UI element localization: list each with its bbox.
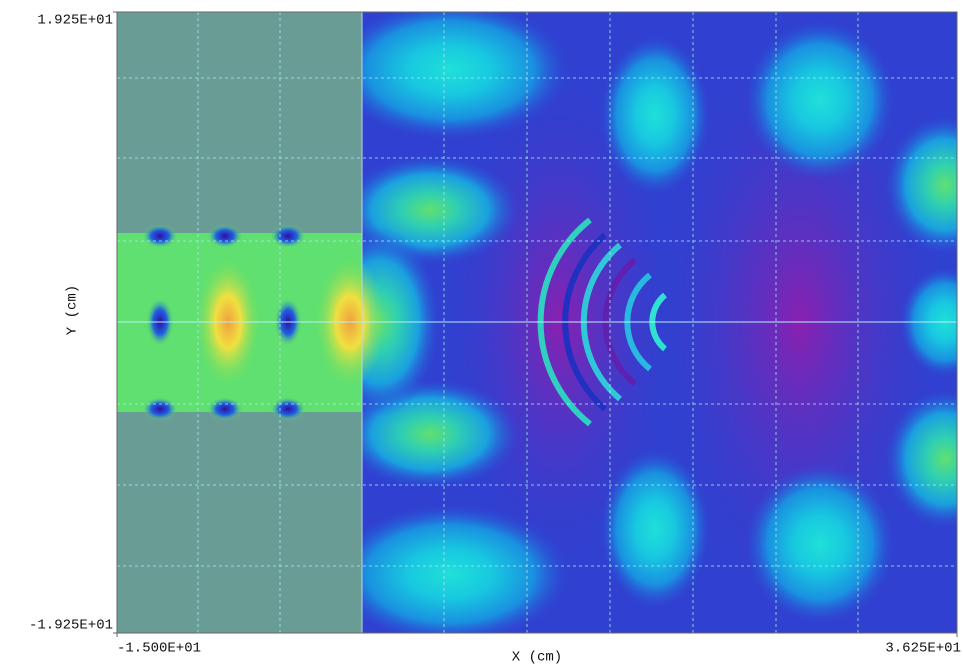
x-tick-label: -1.500E+01 bbox=[117, 641, 201, 657]
x-axis-label: X (cm) bbox=[512, 650, 562, 666]
y-tick-label: 1.925E+01 bbox=[37, 13, 113, 29]
plot-window: X (cm) Y (cm) -1.500E+01 3.625E+01 -1.925E… bbox=[0, 0, 963, 671]
y-tick-label: -1.925E+01 bbox=[29, 618, 113, 634]
y-axis-label: Y (cm) bbox=[65, 285, 81, 335]
x-tick-label: 3.625E+01 bbox=[885, 641, 961, 657]
